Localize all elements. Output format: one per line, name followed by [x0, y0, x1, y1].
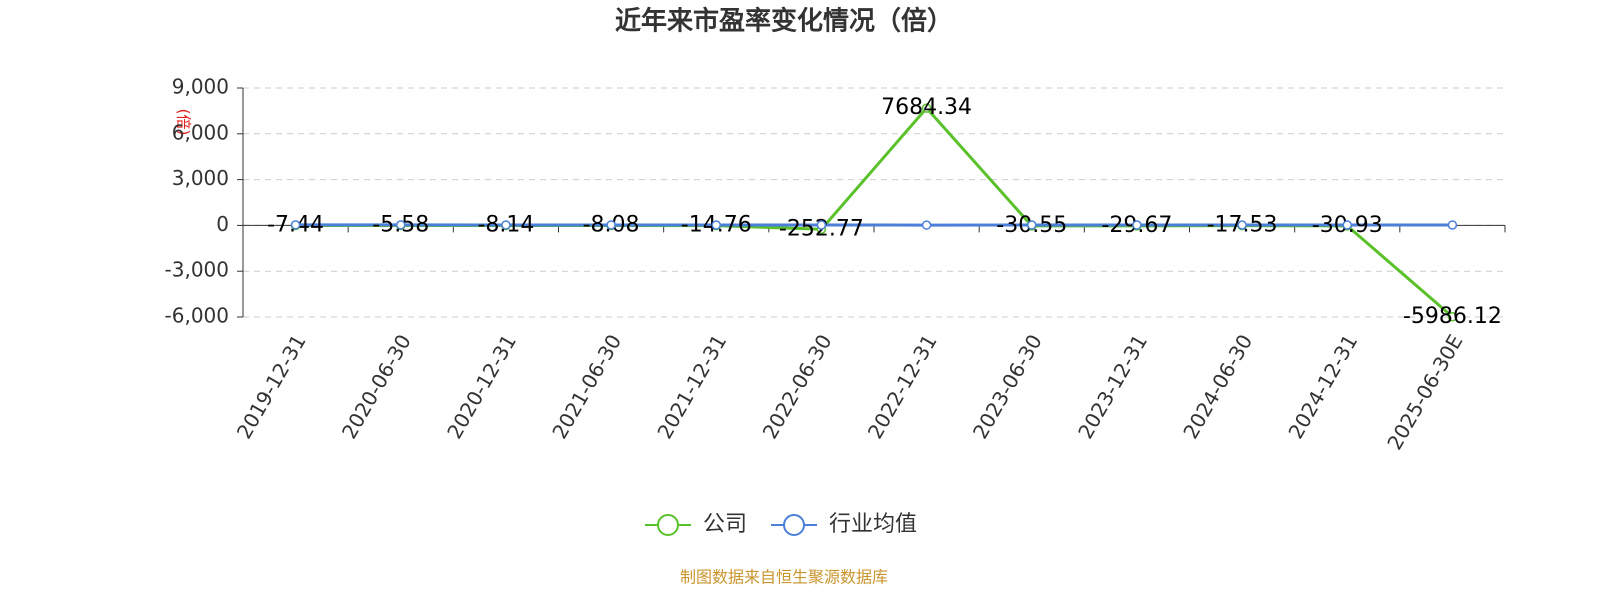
data-point: [606, 220, 616, 230]
y-tick-label: 9,000: [172, 75, 229, 99]
x-tick-label: 2022-12-31: [863, 330, 942, 443]
legend-label: 公司: [703, 512, 747, 537]
data-point: [1027, 220, 1037, 230]
x-tick-label: 2023-06-30: [968, 330, 1047, 443]
series-line: [295, 105, 1454, 318]
y-tick-label: 6,000: [172, 120, 229, 144]
y-tick-label: -3,000: [165, 258, 229, 282]
data-point: [1342, 220, 1352, 230]
chart-title: 近年来市盈率变化情况（倍）: [615, 6, 953, 37]
data-point: [1132, 220, 1142, 230]
legend-marker: [657, 514, 679, 536]
data-point: [921, 220, 932, 230]
data-point: [711, 220, 721, 230]
y-tick-label: -6,000: [165, 304, 229, 328]
data-label: -5986.12: [1403, 304, 1502, 329]
x-tick-label: 2023-12-31: [1073, 330, 1152, 443]
data-point: [921, 103, 932, 113]
data-point: [1447, 220, 1458, 230]
data-point: [1447, 312, 1458, 322]
legend-label: 行业均值: [829, 512, 917, 537]
data-label: 7684.34: [881, 95, 972, 120]
x-tick-label: 2024-06-30: [1178, 330, 1257, 443]
x-tick-label: 2022-06-30: [758, 330, 837, 443]
y-axis-label: (倍): [175, 109, 193, 136]
x-tick-label: 2020-06-30: [337, 330, 416, 443]
y-tick-label: 3,000: [172, 166, 229, 190]
data-point: [1237, 220, 1247, 230]
x-tick-label: 2024-12-31: [1283, 330, 1362, 443]
x-tick-label: 2020-12-31: [442, 330, 521, 443]
x-tick-label: 2019-12-31: [232, 330, 311, 443]
data-point: [396, 220, 406, 230]
source-note: 制图数据来自恒生聚源数据库: [680, 568, 888, 587]
x-tick-label: 2021-06-30: [547, 330, 626, 443]
data-point: [501, 220, 511, 230]
legend-marker: [783, 514, 806, 536]
data-point: [290, 220, 301, 230]
x-tick-label: 2021-12-31: [652, 330, 731, 443]
data-point: [816, 220, 827, 230]
x-tick-label: 2025-06-30E: [1382, 330, 1467, 454]
y-tick-label: 0: [216, 212, 229, 236]
